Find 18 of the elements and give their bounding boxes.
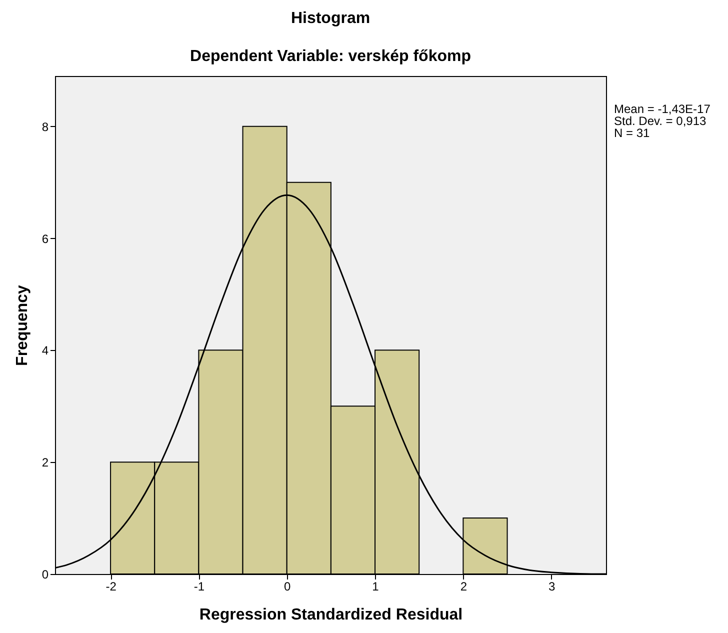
x-tick-label: 2 [460,580,468,594]
y-tick-label: 8 [42,120,49,134]
text: N = 31 [614,126,650,140]
x-tick-label: 0 [284,580,292,594]
x-axis-title: Regression Standardized Residual [199,606,463,624]
text: Mean = -1,43E-17 [614,102,711,116]
x-tick-label: -1 [194,580,205,594]
x-tick-label: 3 [548,580,556,594]
y-tick-label: 0 [42,568,49,582]
chart-title: Histogram [290,10,370,27]
y-tick-label: 4 [42,344,49,358]
y-tick-label: 2 [42,456,49,470]
x-tick-label: -2 [106,580,117,594]
chart-subtitle: Dependent Variable: verskép főkomp [190,48,472,65]
y-tick-label: 6 [42,232,49,246]
text: Std. Dev. = 0,913 [614,114,706,128]
y-axis-title: Frequency [14,284,31,366]
x-tick-label: 1 [372,580,380,594]
